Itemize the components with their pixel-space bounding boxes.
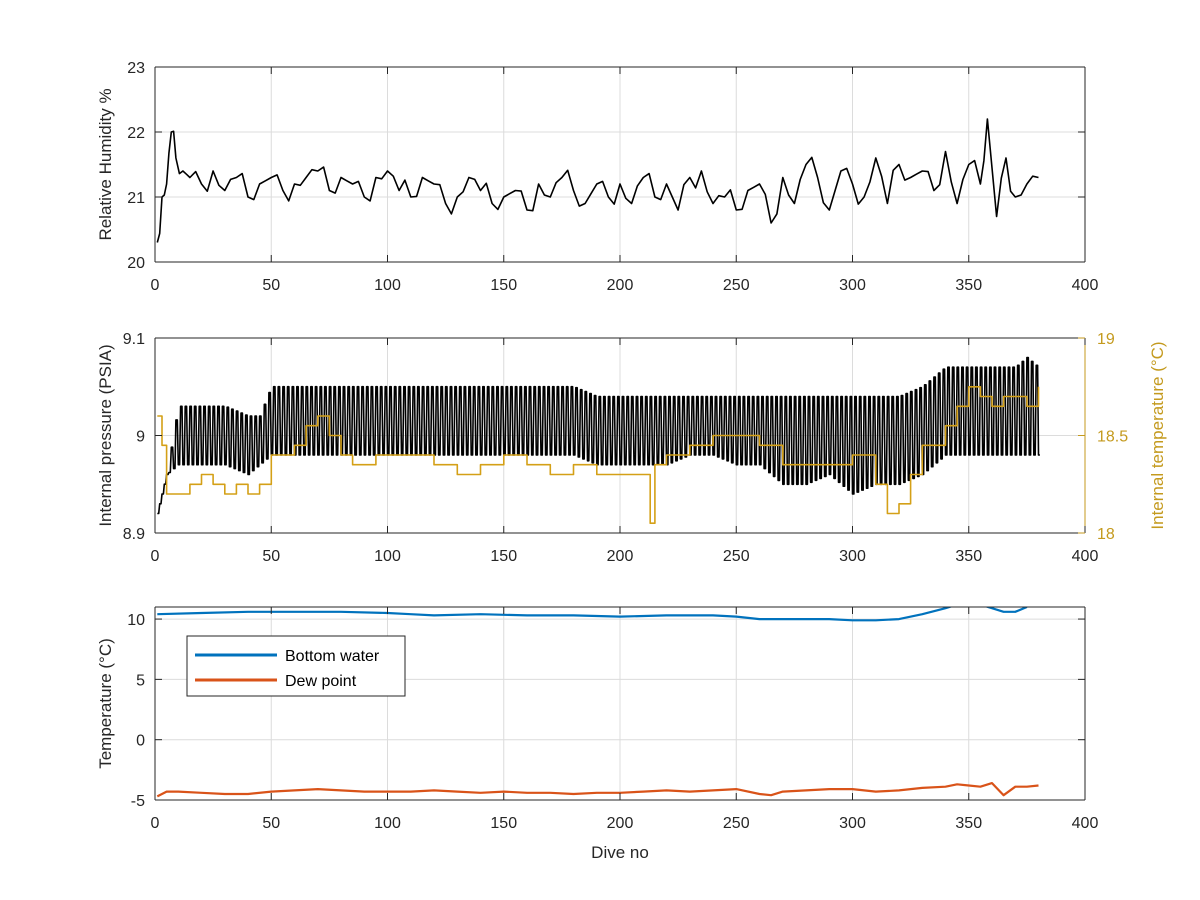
x-tick-label: 200 xyxy=(607,277,634,294)
series-line-dew-point xyxy=(156,782,1039,798)
y-tick-label: 21 xyxy=(127,190,145,207)
series-line-2-2 xyxy=(157,386,1040,524)
legend-box xyxy=(186,635,406,697)
legend-label: Dew point xyxy=(285,673,357,690)
x-tick-label: 400 xyxy=(1072,815,1099,832)
y-tick-label: 5 xyxy=(136,672,145,689)
x-tick-label: 150 xyxy=(490,548,517,565)
x-tick-label: 250 xyxy=(723,548,750,565)
y-tick-label: 22 xyxy=(127,125,145,142)
subplot-2: 0 50 100 150 200 250 300 350 400 8.9 9 9.1 18 18.5 19 I… xyxy=(96,331,1167,565)
y-tick-label: 23 xyxy=(127,60,145,77)
x-axis-label: Dive no xyxy=(591,843,649,862)
x-tick-label: 100 xyxy=(374,277,401,294)
y-tick-label: 0 xyxy=(136,733,145,750)
x-tick-label: 0 xyxy=(151,277,160,294)
y-tick-label: 10 xyxy=(127,612,145,629)
y-tick-label: -5 xyxy=(131,793,145,810)
y-right-axis-label: Internal temperature (°C) xyxy=(1148,341,1167,529)
x-tick-label: 0 xyxy=(151,548,160,565)
y-tick-label: 20 xyxy=(127,255,145,272)
x-tick-label: 150 xyxy=(490,277,517,294)
y-right-tick-label: 18 xyxy=(1097,526,1115,543)
x-tick-label: 300 xyxy=(839,277,866,294)
x-tick-label: 350 xyxy=(955,815,982,832)
series-line-bottom-water xyxy=(157,607,1028,622)
x-tick-label: 200 xyxy=(607,815,634,832)
y-right-tick-label: 18.5 xyxy=(1097,429,1128,446)
y-axis-label: Temperature (°C) xyxy=(96,638,115,769)
x-tick-label: 250 xyxy=(723,277,750,294)
x-tick-label: 200 xyxy=(607,548,634,565)
legend: Bottom water Dew point xyxy=(186,635,406,697)
x-tick-label: 350 xyxy=(955,277,982,294)
y-axis-label: Relative Humidity % xyxy=(96,88,115,240)
y-axis-label: Internal pressure (PSIA) xyxy=(96,344,115,526)
series-line-1-1 xyxy=(156,118,1039,243)
subplot-3: 0 50 100 150 200 250 300 350 400 -5 0 5 10 Temperatur… xyxy=(96,606,1099,862)
y-tick-label: 8.9 xyxy=(123,526,145,543)
y-tick-label: 9 xyxy=(136,429,145,446)
x-tick-label: 400 xyxy=(1072,277,1099,294)
subplot-1: 0 50 100 150 200 250 300 350 400 20 21 22 23 Relative… xyxy=(96,60,1098,294)
x-tick-label: 50 xyxy=(262,815,280,832)
y-right-tick-label: 19 xyxy=(1097,331,1115,348)
legend-label: Bottom water xyxy=(285,648,380,665)
series-line-2-1 xyxy=(157,356,1040,515)
x-tick-label: 100 xyxy=(374,548,401,565)
x-tick-label: 250 xyxy=(723,815,750,832)
y-tick-label: 9.1 xyxy=(123,331,145,348)
x-tick-label: 400 xyxy=(1072,548,1099,565)
x-tick-label: 150 xyxy=(490,815,517,832)
x-tick-label: 50 xyxy=(262,277,280,294)
x-tick-label: 300 xyxy=(839,548,866,565)
x-tick-label: 100 xyxy=(374,815,401,832)
x-tick-label: 0 xyxy=(151,815,160,832)
x-tick-label: 50 xyxy=(262,548,280,565)
x-tick-label: 350 xyxy=(955,548,982,565)
x-tick-label: 300 xyxy=(839,815,866,832)
